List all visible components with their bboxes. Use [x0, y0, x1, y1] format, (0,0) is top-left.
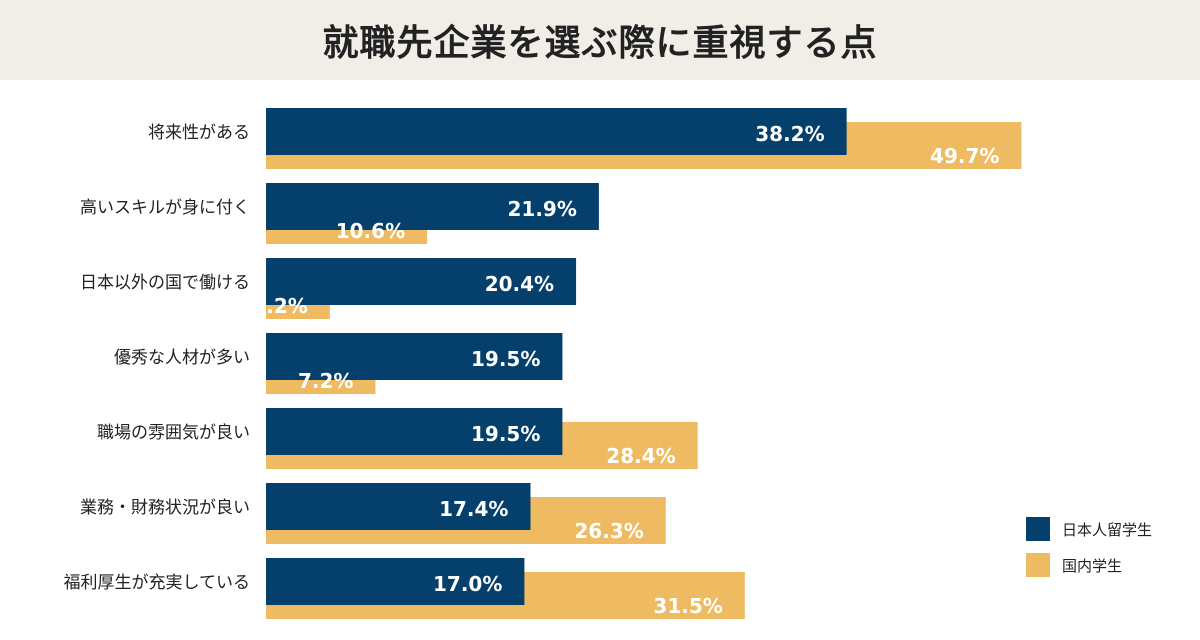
value-label-japanese-intl: 19.5%	[471, 347, 540, 371]
value-label-domestic: 4.2%	[252, 294, 307, 318]
chart-title: 就職先企業を選ぶ際に重視する点	[322, 23, 878, 64]
category-label: 日本以外の国で働ける	[80, 273, 250, 293]
bar-japanese-intl	[266, 558, 525, 605]
value-label-domestic: 7.2%	[298, 369, 353, 393]
bar-group: 優秀な人材が多い 19.5% 7.2%	[114, 333, 563, 394]
category-label: 業務・財務状況が良い	[80, 498, 250, 518]
bar-group: 福利厚生が充実している 17.0% 31.5%	[64, 558, 745, 619]
bar-japanese-intl	[266, 108, 847, 155]
bar-japanese-intl	[266, 333, 563, 380]
category-label: 優秀な人材が多い	[114, 348, 250, 368]
bar-japanese-intl	[266, 183, 599, 230]
category-label: 高いスキルが身に付く	[80, 198, 250, 218]
legend-item-domestic: 国内学生	[1026, 552, 1152, 578]
value-label-japanese-intl: 21.9%	[507, 197, 576, 221]
value-label-domestic: 31.5%	[653, 594, 722, 618]
bar-group: 業務・財務状況が良い 17.4% 26.3%	[80, 483, 666, 544]
legend: 日本人留学生 国内学生	[1026, 516, 1152, 588]
category-label: 将来性がある	[148, 123, 250, 143]
value-label-domestic: 26.3%	[574, 519, 643, 543]
legend-label-domestic: 国内学生	[1062, 556, 1123, 575]
bar-japanese-intl	[266, 408, 563, 455]
value-label-japanese-intl: 19.5%	[471, 422, 540, 446]
category-label: 福利厚生が充実している	[64, 573, 251, 593]
legend-item-japanese-intl: 日本人留学生	[1026, 516, 1152, 542]
value-label-domestic: 49.7%	[930, 144, 999, 168]
legend-label-japanese-intl: 日本人留学生	[1062, 520, 1153, 539]
bar-japanese-intl	[266, 483, 531, 530]
value-label-japanese-intl: 17.4%	[439, 497, 508, 521]
value-label-japanese-intl: 20.4%	[485, 272, 554, 296]
bar-group: 職場の雰囲気が良い 19.5% 28.4%	[97, 408, 698, 469]
bar-group: 将来性がある 38.2% 49.7%	[148, 108, 1022, 169]
legend-swatch-japanese-intl	[1026, 517, 1050, 541]
value-label-domestic: 28.4%	[606, 444, 675, 468]
title-banner: 就職先企業を選ぶ際に重視する点	[0, 0, 1200, 80]
bar-japanese-intl	[266, 258, 577, 305]
legend-swatch-domestic	[1026, 553, 1050, 577]
value-label-domestic: 10.6%	[336, 219, 405, 243]
bar-group: 日本以外の国で働ける 20.4% 4.2%	[80, 258, 577, 319]
value-label-japanese-intl: 38.2%	[755, 122, 824, 146]
value-label-japanese-intl: 17.0%	[433, 572, 502, 596]
category-label: 職場の雰囲気が良い	[97, 423, 250, 443]
bar-group: 高いスキルが身に付く 21.9% 10.6%	[80, 183, 599, 244]
